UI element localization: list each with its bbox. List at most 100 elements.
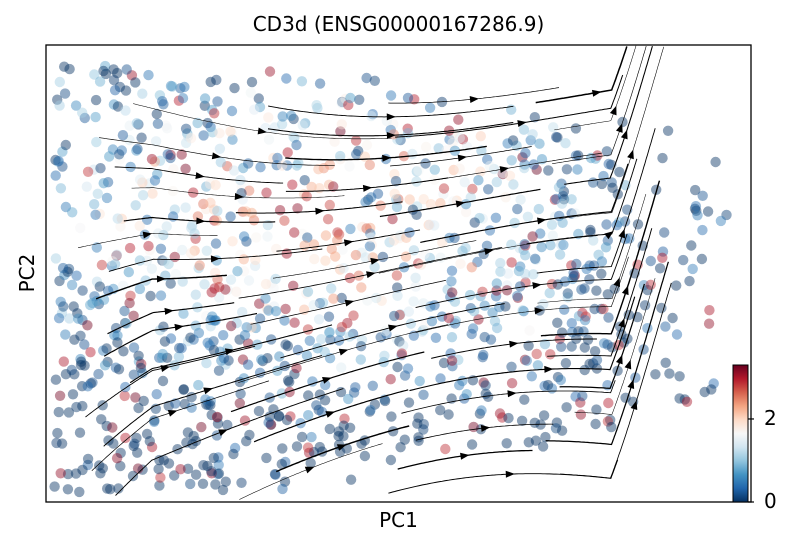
cell-point	[460, 242, 471, 254]
cell-point	[253, 93, 264, 104]
streamline-arrow	[196, 217, 206, 225]
cell-point	[507, 135, 519, 146]
cell-point	[162, 149, 173, 160]
cell-point	[529, 112, 540, 123]
cell-point	[532, 360, 544, 371]
streamline-arrow	[167, 410, 178, 417]
cell-point	[176, 149, 187, 160]
cell-point	[387, 426, 399, 437]
cell-point	[363, 194, 374, 205]
cell-point	[443, 409, 454, 420]
cell-point	[579, 283, 590, 294]
cell-point	[232, 266, 243, 277]
cell-point	[131, 145, 142, 156]
cell-point	[218, 353, 230, 364]
cell-point	[213, 459, 224, 471]
chart-title: CD3d (ENSG00000167286.9)	[252, 12, 545, 36]
cell-point	[67, 207, 78, 218]
cell-point	[264, 411, 275, 422]
cell-point	[603, 158, 614, 170]
cell-point	[659, 227, 670, 238]
cell-point	[437, 237, 448, 248]
cell-point	[454, 380, 465, 391]
cell-point	[459, 177, 470, 188]
cell-point	[75, 330, 86, 341]
cell-point	[344, 161, 355, 172]
cell-point	[544, 287, 555, 299]
cell-point	[602, 339, 613, 350]
cell-point	[154, 90, 166, 101]
cell-point	[238, 266, 250, 277]
cell-point	[508, 179, 519, 190]
cell-point	[152, 169, 163, 180]
cell-point	[72, 308, 83, 319]
cell-point	[418, 419, 429, 430]
cell-point	[53, 406, 64, 418]
cell-point	[292, 203, 303, 214]
cell-point	[154, 454, 165, 466]
cell-point	[561, 402, 572, 413]
streamline	[397, 449, 533, 470]
cell-point	[96, 414, 107, 425]
cell-point	[546, 278, 558, 290]
cell-point	[274, 351, 285, 362]
cell-point	[692, 210, 703, 221]
cell-point	[429, 220, 440, 231]
cell-point	[538, 410, 550, 421]
cell-point	[501, 438, 512, 449]
streamline-arrow	[322, 377, 332, 384]
cell-point	[69, 334, 80, 345]
cell-point	[226, 105, 238, 117]
cell-point	[418, 424, 429, 435]
cell-point	[350, 135, 362, 146]
cell-point	[260, 293, 271, 304]
cell-point	[205, 399, 216, 411]
cell-point	[657, 152, 668, 164]
cell-point	[450, 315, 461, 327]
cell-point	[491, 322, 503, 334]
cell-point	[165, 152, 176, 164]
cell-point	[334, 264, 346, 275]
cell-point	[366, 239, 377, 251]
cell-point	[282, 340, 293, 352]
cell-point	[62, 468, 74, 480]
cell-point	[237, 306, 248, 318]
cell-point	[251, 232, 262, 243]
streamline-arrow	[620, 129, 628, 140]
cell-point	[365, 228, 376, 239]
cell-point	[301, 191, 312, 202]
cell-point	[299, 240, 310, 251]
cell-point	[664, 368, 675, 379]
cell-point	[573, 310, 585, 322]
cell-point	[314, 78, 326, 89]
cell-point	[240, 206, 252, 217]
cell-point	[306, 431, 317, 443]
cell-point	[602, 416, 614, 427]
cell-point	[328, 293, 339, 304]
cell-point	[144, 178, 155, 189]
cell-point	[237, 206, 248, 217]
cell-point	[216, 355, 227, 366]
cell-point	[109, 85, 121, 96]
cell-point	[163, 400, 174, 412]
cell-point	[302, 324, 314, 335]
cell-point	[58, 301, 69, 312]
cell-point	[345, 223, 356, 235]
cell-point	[336, 119, 347, 130]
cell-point	[391, 270, 403, 281]
cell-point	[205, 197, 216, 208]
streamline-arrow	[544, 365, 554, 373]
cell-point	[447, 287, 458, 298]
cell-point	[115, 221, 126, 232]
cell-point	[354, 94, 365, 106]
streamline-arrow	[160, 365, 171, 372]
cell-point	[367, 380, 378, 391]
cell-point	[68, 301, 79, 312]
cell-point	[392, 361, 403, 373]
cell-point	[529, 253, 541, 264]
cell-point	[254, 298, 265, 309]
cell-point	[112, 101, 124, 112]
cell-point	[94, 76, 106, 87]
streamline-arrow	[325, 411, 336, 418]
cell-point	[385, 454, 397, 466]
